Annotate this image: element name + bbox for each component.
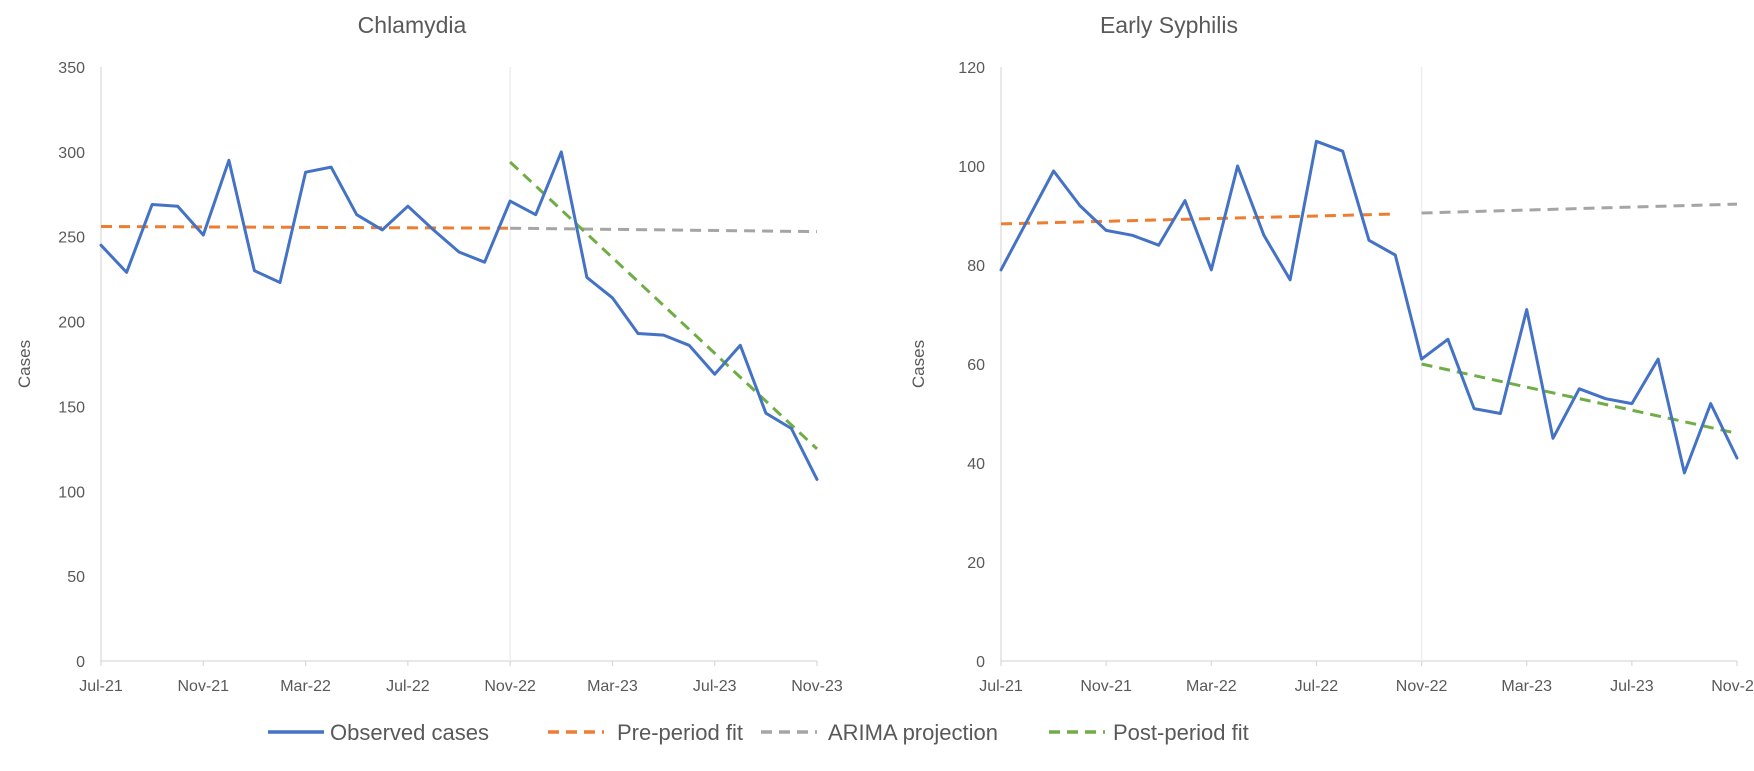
syphilis-x-tick-label: Mar-22 <box>1186 678 1237 695</box>
chlamydia-y-tick-label: 150 <box>58 399 85 416</box>
syphilis-x-tick-label: Nov-23 <box>1711 678 1754 695</box>
chlamydia-y-tick-label: 200 <box>58 315 85 332</box>
syphilis-y-tick-label: 100 <box>958 159 985 176</box>
legend-label-post-period-fit: Post-period fit <box>1113 720 1249 745</box>
chlamydia-x-tick-label: Nov-21 <box>177 678 229 695</box>
chlamydia-y-axis-label: Cases <box>15 340 34 388</box>
syphilis-y-tick-label: 20 <box>967 555 985 572</box>
syphilis-y-tick-label: 80 <box>967 258 985 275</box>
syphilis-y-tick-label: 60 <box>967 357 985 374</box>
syphilis-y-axis-label: Cases <box>909 340 928 388</box>
legend-label-arima-projection: ARIMA projection <box>828 720 998 745</box>
syphilis-x-tick-label: Jul-23 <box>1610 678 1654 695</box>
syphilis-series-pre-period-fit <box>1000 212 1396 226</box>
syphilis-x-tick-label: Jul-22 <box>1295 678 1339 695</box>
legend-label-observed-cases: Observed cases <box>330 720 489 745</box>
chlamydia-x-tick-label: Mar-22 <box>280 678 331 695</box>
syphilis-y-tick-label: 40 <box>967 456 985 473</box>
chlamydia-series-observed-cases <box>99 150 819 481</box>
chlamydia-x-tick-label: Nov-23 <box>791 678 843 695</box>
chlamydia-y-tick-label: 350 <box>58 60 85 77</box>
chlamydia-y-tick-label: 100 <box>58 484 85 501</box>
chlamydia-chart-title: Chlamydia <box>358 12 467 38</box>
chlamydia-y-tick-label: 250 <box>58 230 85 247</box>
chlamydia-x-tick-label: Nov-22 <box>484 678 536 695</box>
syphilis-x-tick-label: Mar-23 <box>1501 678 1552 695</box>
syphilis-x-tick-label: Jul-21 <box>979 678 1023 695</box>
syphilis-series-arima-projection <box>1421 202 1738 215</box>
chlamydia-x-tick-label: Jul-21 <box>79 678 123 695</box>
syphilis-y-tick-label: 0 <box>976 654 985 671</box>
syphilis-x-tick-label: Nov-22 <box>1396 678 1448 695</box>
syphilis-chart-title: Early Syphilis <box>1100 12 1238 38</box>
syphilis-series-observed-cases <box>999 139 1739 475</box>
chlamydia-y-tick-label: 50 <box>67 569 85 586</box>
chlamydia-series-arima-projection <box>510 226 818 234</box>
syphilis-y-tick-label: 120 <box>958 60 985 77</box>
chlamydia-y-tick-label: 300 <box>58 145 85 162</box>
chlamydia-x-tick-label: Jul-23 <box>693 678 737 695</box>
syphilis-x-tick-label: Nov-21 <box>1080 678 1132 695</box>
legend-label-pre-period-fit: Pre-period fit <box>617 720 743 745</box>
chlamydia-series-pre-period-fit <box>100 225 511 230</box>
chlamydia-series-post-period-fit <box>509 160 819 450</box>
chlamydia-x-tick-label: Mar-23 <box>587 678 638 695</box>
chlamydia-x-tick-label: Jul-22 <box>386 678 430 695</box>
chlamydia-y-tick-label: 0 <box>76 654 85 671</box>
